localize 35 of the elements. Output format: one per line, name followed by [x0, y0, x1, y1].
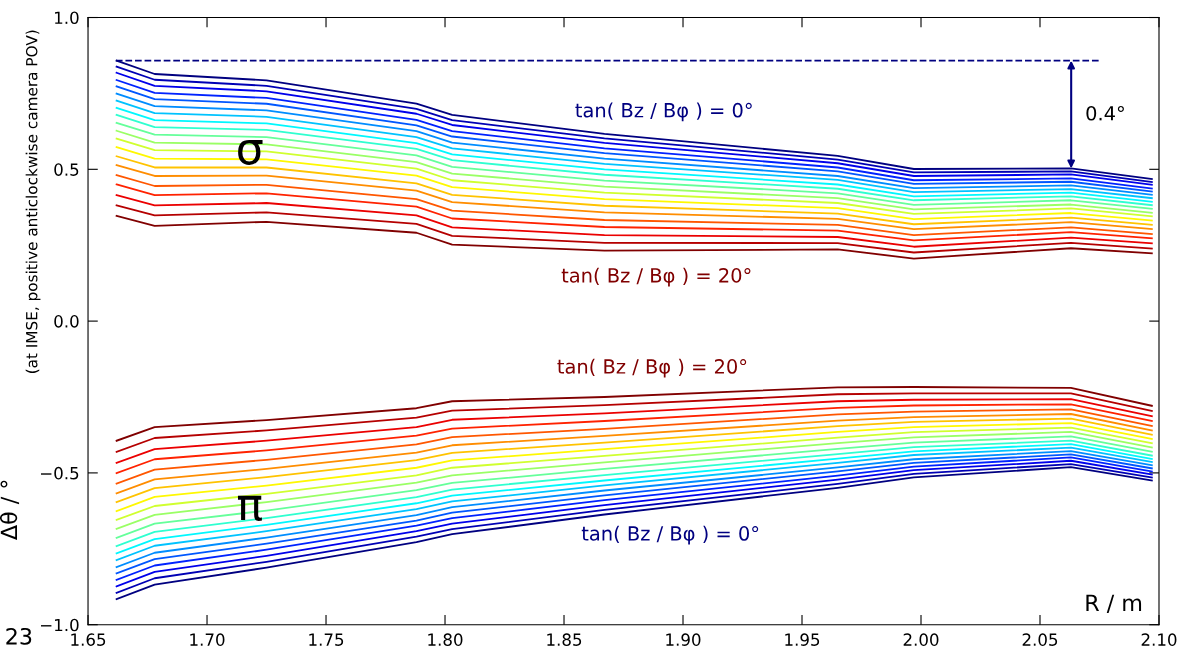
- x-tick-label: 1.85: [547, 633, 582, 646]
- y-tick-label: 0.0: [54, 315, 79, 328]
- x-tick-label: 2.05: [1022, 633, 1058, 646]
- line-series: [115, 398, 1153, 464]
- line-series: [115, 204, 1153, 254]
- x-axis-title: R / m: [1086, 594, 1142, 614]
- y-tick-label: −1.0: [40, 618, 79, 632]
- line-series: [115, 408, 1153, 485]
- x-tick-label: 1.75: [309, 633, 344, 646]
- x-tick-label: 1.90: [666, 633, 701, 646]
- annotation: 0.4°: [1086, 105, 1124, 121]
- y-axis-title: Δθ / °: [0, 480, 20, 540]
- x-tick-label: 1.70: [190, 633, 225, 646]
- line-series: [115, 214, 1153, 260]
- line-series: [115, 164, 1153, 231]
- x-tick-label: 1.65: [71, 633, 106, 646]
- x-tick-label: 1.95: [785, 633, 820, 646]
- x-tick-label: 2.10: [1141, 633, 1177, 646]
- line-series: [115, 183, 1153, 242]
- text: (at IMSE, positive anticlockwise camera POV): [25, 30, 41, 374]
- line-series: [115, 194, 1153, 248]
- x-tick-label: 1.80: [428, 633, 463, 646]
- y-tick-label: 0.5: [54, 163, 79, 176]
- line-series: [115, 392, 1153, 453]
- annotation: tan( Bz / Bφ ) = 20°: [561, 267, 751, 287]
- annotation: tan( Bz / Bφ ) = 20°: [557, 358, 747, 378]
- line-series: [115, 403, 1153, 475]
- y-tick-label: 1.0: [55, 11, 79, 25]
- line-series: [115, 174, 1153, 237]
- annotation: tan( Bz / Bφ ) = 0°: [581, 525, 759, 545]
- line-series: [115, 386, 1153, 442]
- y-tick-label: −0.5: [40, 466, 79, 480]
- text: 23: [6, 627, 32, 645]
- annotation: tan( Bz / Bφ ) = 0°: [575, 102, 752, 122]
- x-tick-label: 2.00: [903, 633, 939, 646]
